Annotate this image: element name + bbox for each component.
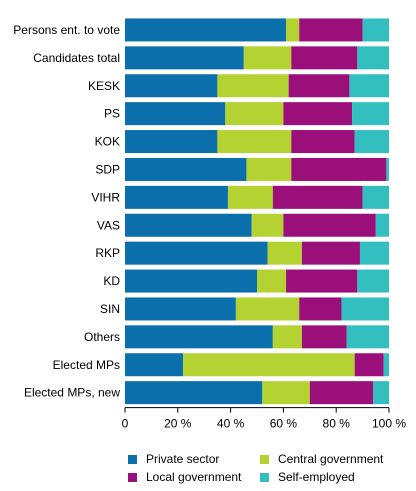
legend-item-self-employed: Self-employed <box>260 469 410 485</box>
x-tick-label: 80 % <box>323 417 351 431</box>
legend-label: Self-employed <box>278 470 355 484</box>
bar-elected-mps-private-sector <box>125 353 184 377</box>
legend-label: Local government <box>146 470 242 484</box>
category-label: SDP <box>95 162 120 176</box>
category-label: PS <box>104 107 120 121</box>
bar-kd-self-employed <box>357 269 389 293</box>
category-labels: Persons ent. to vote Candidates total KESK… <box>13 23 120 400</box>
bar-vas-self-employed <box>375 213 389 237</box>
bar-elected-mps-new-central-government <box>262 381 310 405</box>
bar-ps-central-government <box>225 102 284 126</box>
category-label: SIN <box>100 302 120 316</box>
bar-ps-local-government <box>283 102 353 126</box>
bar-candidates-total-self-employed <box>357 46 389 70</box>
bar-sdp-private-sector <box>125 157 247 181</box>
bar-kd-local-government <box>286 269 358 293</box>
category-label: Elected MPs, new <box>24 386 120 400</box>
bar-persons-ent-to-vote-local-government <box>299 18 363 42</box>
bar-elected-mps-new-private-sector <box>125 381 263 405</box>
category-label: KD <box>103 274 120 288</box>
bar-sdp-central-government <box>246 157 292 181</box>
legend-swatch <box>128 472 137 482</box>
legend-swatch <box>128 454 137 464</box>
bar-others-self-employed <box>346 325 389 349</box>
legend-item-central-government: Central government <box>260 451 410 467</box>
bar-elected-mps-central-government <box>183 353 355 377</box>
x-tick-label: 40 % <box>217 417 245 431</box>
legend-swatch <box>260 454 269 464</box>
category-label: Persons ent. to vote <box>13 23 120 37</box>
category-label: KESK <box>88 79 120 93</box>
bar-others-private-sector <box>125 325 273 349</box>
x-tick-label: 20 % <box>164 417 192 431</box>
bar-vihr-local-government <box>272 185 363 209</box>
bar-persons-ent-to-vote-central-government <box>286 18 300 42</box>
bar-kesk-central-government <box>217 74 289 98</box>
bar-elected-mps-self-employed <box>383 353 389 377</box>
bar-vihr-private-sector <box>125 185 228 209</box>
bar-sin-self-employed <box>341 297 389 321</box>
bar-kesk-self-employed <box>349 74 389 98</box>
bar-vihr-self-employed <box>362 185 389 209</box>
bar-sin-central-government <box>235 297 300 321</box>
bar-elected-mps-new-local-government <box>309 381 374 405</box>
bar-kd-private-sector <box>125 269 257 293</box>
x-tick-label: 100 % <box>372 417 406 431</box>
bar-sdp-self-employed <box>386 157 389 181</box>
bar-vas-central-government <box>251 213 284 237</box>
category-label: VIHR <box>91 190 120 204</box>
bar-kd-central-government <box>257 269 287 293</box>
x-tick-label: 0 <box>122 417 129 431</box>
category-label: Candidates total <box>33 51 120 65</box>
bar-vas-private-sector <box>125 213 252 237</box>
bar-candidates-total-private-sector <box>125 46 244 70</box>
bar-ps-private-sector <box>125 102 226 126</box>
x-tick-label: 60 % <box>270 417 298 431</box>
bar-others-local-government <box>301 325 347 349</box>
bar-persons-ent-to-vote-private-sector <box>125 18 287 42</box>
bar-kesk-local-government <box>288 74 350 98</box>
bar-vihr-central-government <box>227 185 273 209</box>
bar-elected-mps-new-self-employed <box>373 381 389 405</box>
bar-sin-private-sector <box>125 297 236 321</box>
legend: Private sector Central government Local … <box>128 451 408 485</box>
category-label: Elected MPs <box>53 358 120 372</box>
category-label: VAS <box>97 218 120 232</box>
bar-candidates-total-local-government <box>291 46 358 70</box>
bar-rkp-private-sector <box>125 241 268 265</box>
bar-elected-mps-local-government <box>354 353 384 377</box>
legend-item-local-government: Local government <box>128 469 260 485</box>
bar-kok-central-government <box>217 130 292 154</box>
legend-swatch <box>260 472 269 482</box>
category-label: KOK <box>95 135 120 149</box>
bar-sin-local-government <box>299 297 342 321</box>
bar-kesk-private-sector <box>125 74 218 98</box>
bar-sdp-local-government <box>291 157 387 181</box>
x-axis: 0 20 % 40 % 60 % 80 % 100 % <box>122 407 406 431</box>
bar-vas-local-government <box>283 213 376 237</box>
bar-ps-self-employed <box>352 102 389 126</box>
legend-item-private-sector: Private sector <box>128 451 260 467</box>
legend-label: Private sector <box>146 452 220 466</box>
bar-rkp-local-government <box>301 241 360 265</box>
bar-rkp-central-government <box>267 241 302 265</box>
category-label: RKP <box>95 246 120 260</box>
bar-candidates-total-central-government <box>243 46 292 70</box>
bar-kok-local-government <box>291 130 355 154</box>
category-label: Others <box>84 330 120 344</box>
bar-others-central-government <box>272 325 302 349</box>
bar-rkp-self-employed <box>359 241 389 265</box>
bars-layer <box>125 18 389 405</box>
legend-label: Central government <box>278 452 384 466</box>
bar-kok-self-employed <box>354 130 389 154</box>
bar-persons-ent-to-vote-self-employed <box>362 18 389 42</box>
bar-kok-private-sector <box>125 130 218 154</box>
